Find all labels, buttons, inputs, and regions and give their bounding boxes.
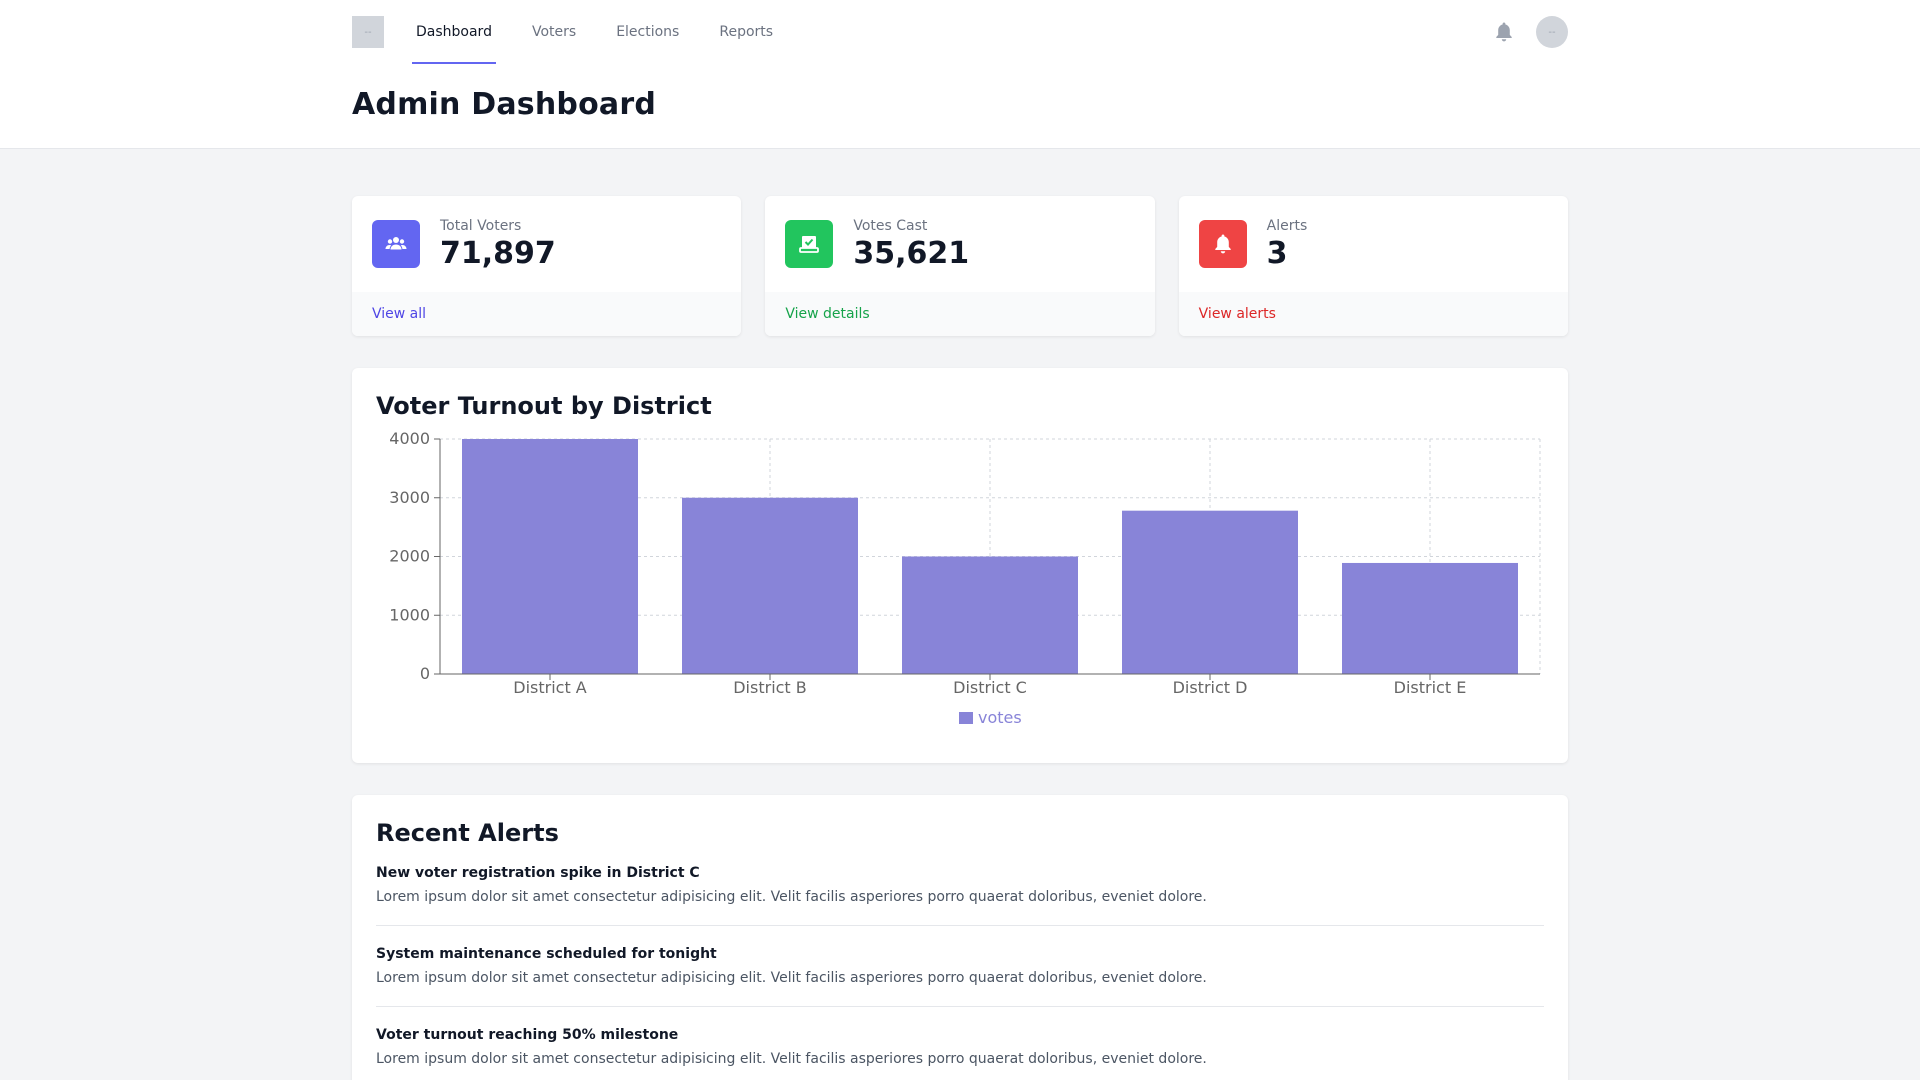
nav-link-reports[interactable]: Reports <box>719 24 774 40</box>
bar <box>462 439 638 674</box>
legend-label: votes <box>978 708 1022 727</box>
nav-link-elections[interactable]: Elections <box>616 24 680 40</box>
bar <box>682 497 858 674</box>
alert-body: Lorem ipsum dolor sit amet consectetur a… <box>376 970 1207 986</box>
view-details-link[interactable]: View details <box>785 306 870 322</box>
chart-panel: Voter Turnout by District 0 1000 2000 3000 4… <box>352 368 1568 763</box>
bar <box>1342 562 1518 674</box>
stats-row: Total Voters 71,897 View all Votes C <box>352 196 1568 336</box>
alerts-panel: Recent Alerts New voter registration spi… <box>352 795 1568 1080</box>
alert-body: Lorem ipsum dolor sit amet consectetur a… <box>376 889 1207 905</box>
stat-label: Total Voters <box>440 218 522 234</box>
nav-link-voters[interactable]: Voters <box>531 24 577 40</box>
avatar-text: -- <box>1548 26 1556 38</box>
x-tick-label: District A <box>513 678 587 697</box>
legend-swatch <box>959 712 973 724</box>
top-header: -- Dashboard Voters Elections Reports --… <box>0 0 1920 149</box>
alert-title: System maintenance scheduled for tonight <box>376 946 717 962</box>
y-tick-label: 2000 <box>389 547 430 566</box>
x-tick-label: District D <box>1173 678 1248 697</box>
bell-icon <box>1198 220 1247 268</box>
turnout-bar-chart: 0 1000 2000 3000 4000 District A District B Dis… <box>389 429 1541 727</box>
alert-item[interactable]: Voter turnout reaching 50% milestone Lor… <box>376 1007 1544 1080</box>
stat-value: 3 <box>1266 236 1288 271</box>
logo-placeholder[interactable]: -- <box>352 16 384 48</box>
y-tick-label: 0 <box>420 664 430 683</box>
y-tick-label: 3000 <box>389 488 430 507</box>
x-tick-label: District B <box>733 678 807 697</box>
y-tick-label: 4000 <box>389 429 430 448</box>
nav-link-dashboard[interactable]: Dashboard <box>412 0 496 64</box>
x-tick-label: District E <box>1394 678 1467 697</box>
user-avatar[interactable]: -- <box>1536 16 1568 48</box>
stat-label: Votes Cast <box>853 218 928 234</box>
chart-title: Voter Turnout by District <box>376 392 712 420</box>
stat-value: 71,897 <box>440 236 556 271</box>
page-title: Admin Dashboard <box>352 87 656 122</box>
alert-title: New voter registration spike in District… <box>376 865 700 881</box>
nav-right: -- <box>1492 0 1568 64</box>
bar <box>902 556 1078 674</box>
alert-title: Voter turnout reaching 50% milestone <box>376 1027 679 1043</box>
alert-item[interactable]: New voter registration spike in District… <box>376 847 1544 926</box>
stat-label: Alerts <box>1266 218 1308 234</box>
view-alerts-link[interactable]: View alerts <box>1198 306 1276 322</box>
view-all-link[interactable]: View all <box>372 306 427 322</box>
bar <box>1122 510 1298 674</box>
logo-text: -- <box>364 26 372 38</box>
alert-body: Lorem ipsum dolor sit amet consectetur a… <box>376 1051 1207 1067</box>
nav-links: Dashboard Voters Elections Reports <box>412 0 809 64</box>
notifications-bell-icon[interactable] <box>1492 20 1516 44</box>
users-icon <box>372 220 420 268</box>
ballot-box-icon <box>785 220 834 268</box>
stat-card-alerts: Alerts 3 View alerts <box>1178 196 1568 336</box>
main-content: Total Voters 71,897 View all Votes C <box>352 196 1568 1080</box>
stat-card-total-voters: Total Voters 71,897 View all <box>352 196 742 336</box>
x-tick-label: District C <box>953 678 1027 697</box>
alerts-title: Recent Alerts <box>376 819 559 847</box>
y-tick-label: 1000 <box>389 605 430 624</box>
navbar: -- Dashboard Voters Elections Reports -- <box>352 0 1568 64</box>
alert-item[interactable]: System maintenance scheduled for tonight… <box>376 926 1544 1007</box>
stat-card-votes-cast: Votes Cast 35,621 View details <box>765 196 1155 336</box>
stat-value: 35,621 <box>853 236 970 271</box>
